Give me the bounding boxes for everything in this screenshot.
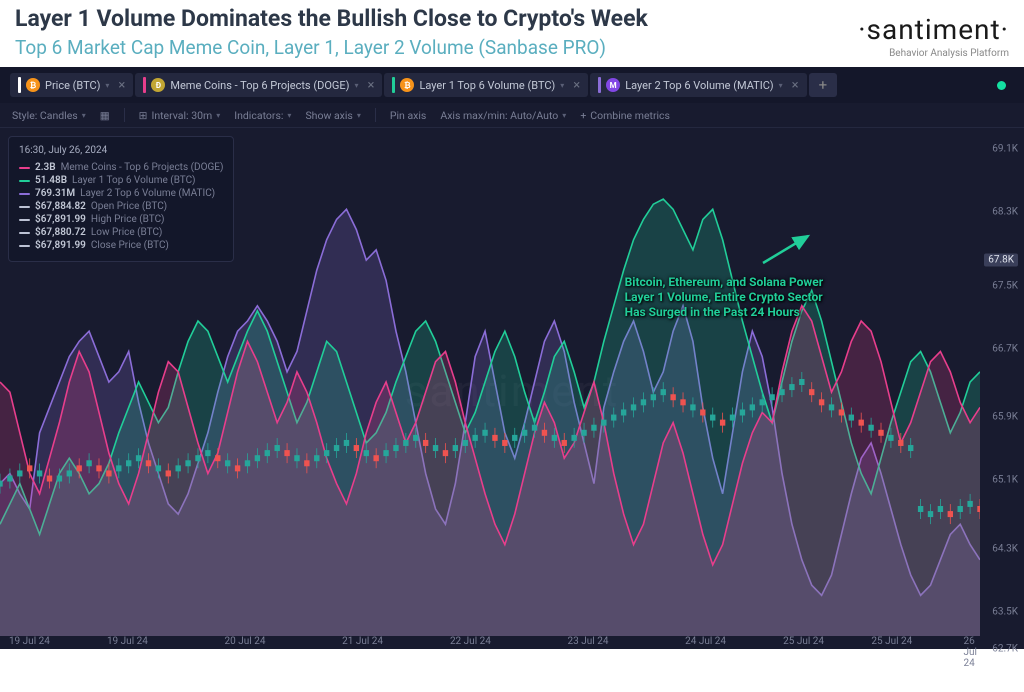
x-tick: 25 Jul 24 — [871, 636, 912, 647]
info-row: $67,891.99 Close Price (BTC) — [19, 240, 223, 251]
axis-minmax[interactable]: Axis max/min: Auto/Auto ▾ — [440, 109, 566, 122]
combine-metrics[interactable]: + Combine metrics — [580, 109, 670, 122]
annotation-arrow — [758, 228, 818, 268]
info-row: $67,884.82 Open Price (BTC) — [19, 201, 223, 212]
style-select[interactable]: Style: Candles ▾ — [12, 109, 86, 122]
x-tick: 19 Jul 24 — [9, 636, 50, 647]
y-axis: 69.1K 68.3K 67.5K 66.7K 65.9K 65.1K 64.3K 63.5K… — [980, 128, 1020, 654]
tab-label: Meme Coins - Top 6 Projects (DOGE) — [170, 79, 349, 92]
metric-tab[interactable]: ₿Price (BTC) ▾× — [10, 73, 133, 97]
coin-icon: M — [606, 78, 620, 92]
coin-icon: ₿ — [26, 78, 40, 92]
info-row: $67,880.72 Low Price (BTC) — [19, 227, 223, 238]
chart-annotation: Bitcoin, Ethereum, and Solana Power Laye… — [625, 275, 845, 320]
info-panel: 16:30, July 26, 2024 2.3B Meme Coins - T… — [8, 136, 234, 262]
header: Layer 1 Volume Dominates the Bullish Clo… — [0, 0, 1024, 67]
interval-select[interactable]: ⊞ Interval: 30m ▾ — [139, 109, 221, 122]
brand-tag: Behavior Analysis Platform — [858, 48, 1009, 59]
x-tick: 22 Jul 24 — [450, 636, 491, 647]
live-indicator — [997, 81, 1006, 90]
x-tick: 19 Jul 24 — [107, 636, 148, 647]
show-axis[interactable]: Show axis ▾ — [305, 109, 360, 122]
info-row: $67,891.99 High Price (BTC) — [19, 214, 223, 225]
x-tick: 21 Jul 24 — [342, 636, 383, 647]
coin-icon: ₿ — [400, 78, 414, 92]
page-subtitle: Top 6 Market Cap Meme Coin, Layer 1, Lay… — [15, 36, 858, 59]
y-tick: 68.3K — [992, 207, 1018, 218]
page-title: Layer 1 Volume Dominates the Bullish Clo… — [15, 5, 858, 34]
info-row: 51.48B Layer 1 Top 6 Volume (BTC) — [19, 175, 223, 186]
x-axis: 19 Jul 24 19 Jul 24 20 Jul 24 21 Jul 24 22 J… — [0, 636, 980, 652]
tab-label: Layer 2 Top 6 Volume (MATIC) — [625, 79, 773, 92]
tab-label: Layer 1 Top 6 Volume (BTC) — [419, 79, 555, 92]
y-tick: 67.5K — [992, 280, 1018, 291]
y-tick: 65.9K — [992, 412, 1018, 423]
candle-icon[interactable]: ▦ — [100, 109, 110, 122]
metric-tab[interactable]: MLayer 2 Top 6 Volume (MATIC) ▾× — [590, 73, 806, 97]
metric-tabs: ₿Price (BTC) ▾×ÐMeme Coins - Top 6 Proje… — [0, 67, 1024, 103]
indicators-select[interactable]: Indicators: ▾ — [234, 109, 291, 122]
pin-axis[interactable]: Pin axis — [390, 109, 426, 122]
x-tick: 20 Jul 24 — [225, 636, 266, 647]
brand-name: santiment — [858, 13, 1009, 46]
metric-tab[interactable]: ₿Layer 1 Top 6 Volume (BTC) ▾× — [384, 73, 588, 97]
tab-label: Price (BTC) — [45, 79, 100, 92]
y-tick: 69.1K — [992, 144, 1018, 155]
brand: santiment Behavior Analysis Platform — [858, 5, 1009, 59]
x-tick: 25 Jul 24 — [783, 636, 824, 647]
x-tick: 23 Jul 24 — [568, 636, 609, 647]
close-icon[interactable]: × — [367, 78, 374, 93]
y-tick: 64.3K — [992, 543, 1018, 554]
chart-area[interactable]: santiment 16:30, July 26, 2024 2.3B Meme… — [0, 128, 1024, 654]
metric-tab[interactable]: ÐMeme Coins - Top 6 Projects (DOGE) ▾× — [135, 73, 382, 97]
y-tick: 62.7K — [992, 643, 1018, 654]
y-tick: 65.1K — [992, 475, 1018, 486]
y-tick: 66.7K — [992, 343, 1018, 354]
close-icon[interactable]: × — [118, 78, 125, 93]
x-tick: 24 Jul 24 — [685, 636, 726, 647]
info-row: 769.31M Layer 2 Top 6 Volume (MATIC) — [19, 188, 223, 199]
close-icon[interactable]: × — [573, 78, 580, 93]
x-tick: 26 Jul 24 — [963, 636, 976, 669]
chart-toolbar: Style: Candles ▾ ▦ ⊞ Interval: 30m ▾ Ind… — [0, 103, 1024, 128]
current-price-tag: 67.8K — [984, 253, 1018, 266]
add-metric-button[interactable]: + — [809, 73, 838, 97]
info-row: 2.3B Meme Coins - Top 6 Projects (DOGE) — [19, 162, 223, 173]
coin-icon: Ð — [151, 78, 165, 92]
y-tick: 63.5K — [992, 606, 1018, 617]
info-timestamp: 16:30, July 26, 2024 — [19, 145, 223, 156]
close-icon[interactable]: × — [792, 78, 799, 93]
chart-panel: ₿Price (BTC) ▾×ÐMeme Coins - Top 6 Proje… — [0, 67, 1024, 649]
